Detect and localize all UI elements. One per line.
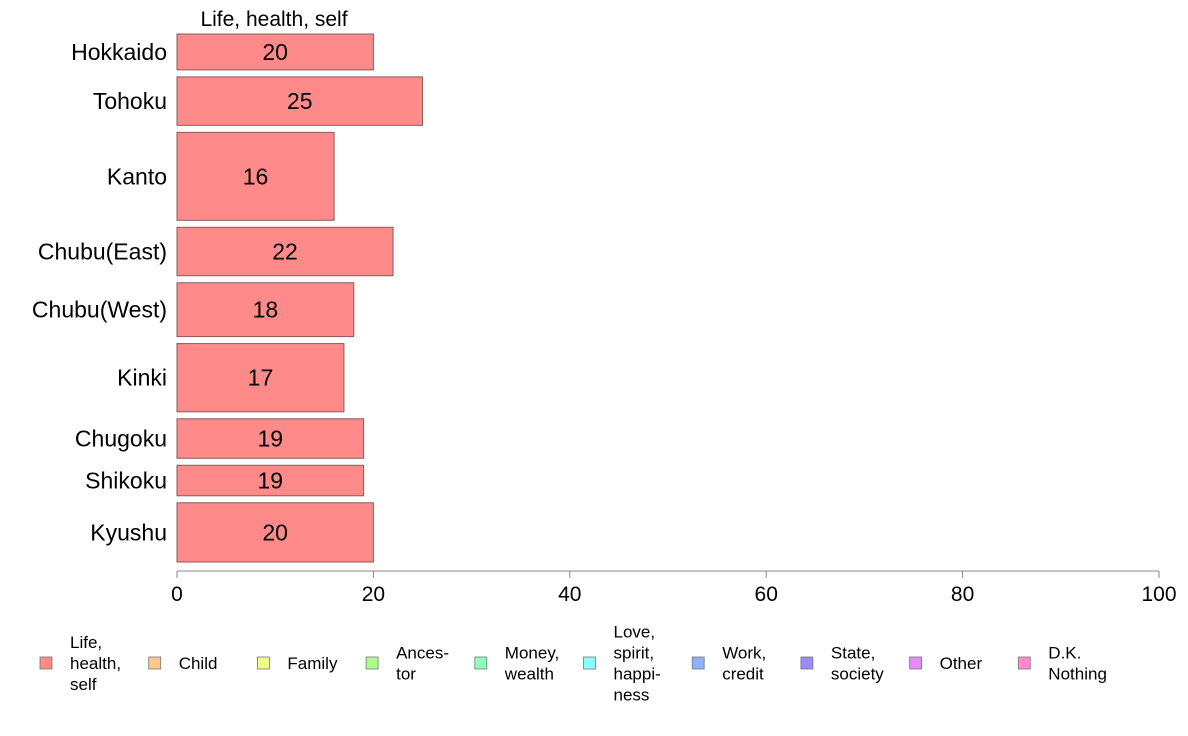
legend-label: Ances- xyxy=(396,644,449,663)
x-tick-label: 20 xyxy=(362,583,385,606)
legend-label: Love, xyxy=(614,623,656,642)
bar-shikoku xyxy=(176,464,365,497)
bar-value-label: 16 xyxy=(243,163,269,189)
bar-chubu-east- xyxy=(176,226,394,277)
legend-item: Family xyxy=(256,654,338,673)
legend-swatch xyxy=(691,656,705,670)
legend-swatch xyxy=(1017,656,1031,670)
x-tick-label: 100 xyxy=(1141,583,1176,606)
legend-label: tor xyxy=(396,665,416,684)
legend-label: Work, xyxy=(722,644,766,663)
legend-item: Love, spirit, happi-ness xyxy=(583,623,661,705)
category-label: Shikoku xyxy=(85,468,167,494)
legend-label: self xyxy=(70,675,97,694)
legend-label: D.K. xyxy=(1048,644,1081,663)
legend-item: Child xyxy=(148,654,218,673)
legend-swatch xyxy=(474,656,488,670)
legend-label: health, xyxy=(70,654,121,673)
category-label: Hokkaido xyxy=(71,39,167,65)
legend-swatch xyxy=(39,656,53,670)
bar-kyushu xyxy=(176,502,374,563)
legend-label: Family xyxy=(287,654,338,673)
legend-item: Ances-tor xyxy=(365,644,449,684)
legend-item: Money, wealth xyxy=(474,644,560,684)
legend-label: Child xyxy=(179,654,218,673)
bar-kinki xyxy=(176,343,345,413)
x-axis: 0 20 40 60 80 100 xyxy=(171,570,1177,606)
legend-swatch xyxy=(583,656,596,670)
bar-value-label: 19 xyxy=(257,468,283,494)
x-tick-label: 80 xyxy=(951,583,974,606)
legend-label: Money, xyxy=(505,644,560,663)
legend: Life, health, self Child Family Ances-tor Mone… xyxy=(39,623,1107,705)
bar-kanto xyxy=(176,131,335,221)
legend-swatch xyxy=(256,656,270,670)
x-tick-label: 40 xyxy=(558,583,581,606)
bar-value-label: 22 xyxy=(272,239,298,265)
legend-item: Work, credit xyxy=(691,644,766,684)
legend-item: Life, health, self xyxy=(39,633,121,694)
legend-label: State, xyxy=(831,644,875,663)
legend-label: happi- xyxy=(614,665,661,684)
x-tick-label: 60 xyxy=(755,583,778,606)
bar-chugoku xyxy=(176,418,365,459)
bar-value-label: 20 xyxy=(262,519,288,545)
legend-label: credit xyxy=(722,665,764,684)
legend-swatch xyxy=(365,656,379,670)
bar-chubu-west- xyxy=(176,282,355,338)
bar-value-label: 19 xyxy=(257,426,283,452)
legend-item: State, society xyxy=(800,644,884,684)
category-label: Chubu(West) xyxy=(32,297,167,323)
bar-value-label: 20 xyxy=(262,39,288,65)
legend-swatch xyxy=(800,656,814,670)
legend-label: society xyxy=(831,665,884,684)
category-label: Kyushu xyxy=(90,519,167,545)
category-label: Chubu(East) xyxy=(38,239,167,265)
bar-value-label: 25 xyxy=(287,88,313,114)
legend-swatch xyxy=(148,656,162,670)
bar-value-label: 18 xyxy=(253,297,279,323)
legend-label: Life, xyxy=(70,633,102,652)
category-label: Kinki xyxy=(117,365,167,391)
bars: 20 Hokkaido 25 Tohoku 16 Kanto 22 Chubu(East) 18… xyxy=(32,33,423,563)
chart-title: Life, health, self xyxy=(200,8,347,31)
bar-tohoku xyxy=(176,76,423,126)
category-label: Kanto xyxy=(107,163,167,189)
legend-item: D.K. Nothing xyxy=(1017,644,1107,684)
legend-label: Nothing xyxy=(1048,665,1107,684)
legend-label: Other xyxy=(940,654,983,673)
bar-value-label: 17 xyxy=(248,365,274,391)
bar-hokkaido xyxy=(176,33,374,71)
category-label: Chugoku xyxy=(75,426,167,452)
x-tick-label: 0 xyxy=(171,583,183,606)
category-label: Tohoku xyxy=(93,88,167,114)
legend-swatch xyxy=(909,656,922,670)
legend-label: spirit, xyxy=(614,644,655,663)
legend-item: Other xyxy=(909,654,983,673)
legend-label: ness xyxy=(614,686,650,705)
legend-label: wealth xyxy=(504,665,554,684)
